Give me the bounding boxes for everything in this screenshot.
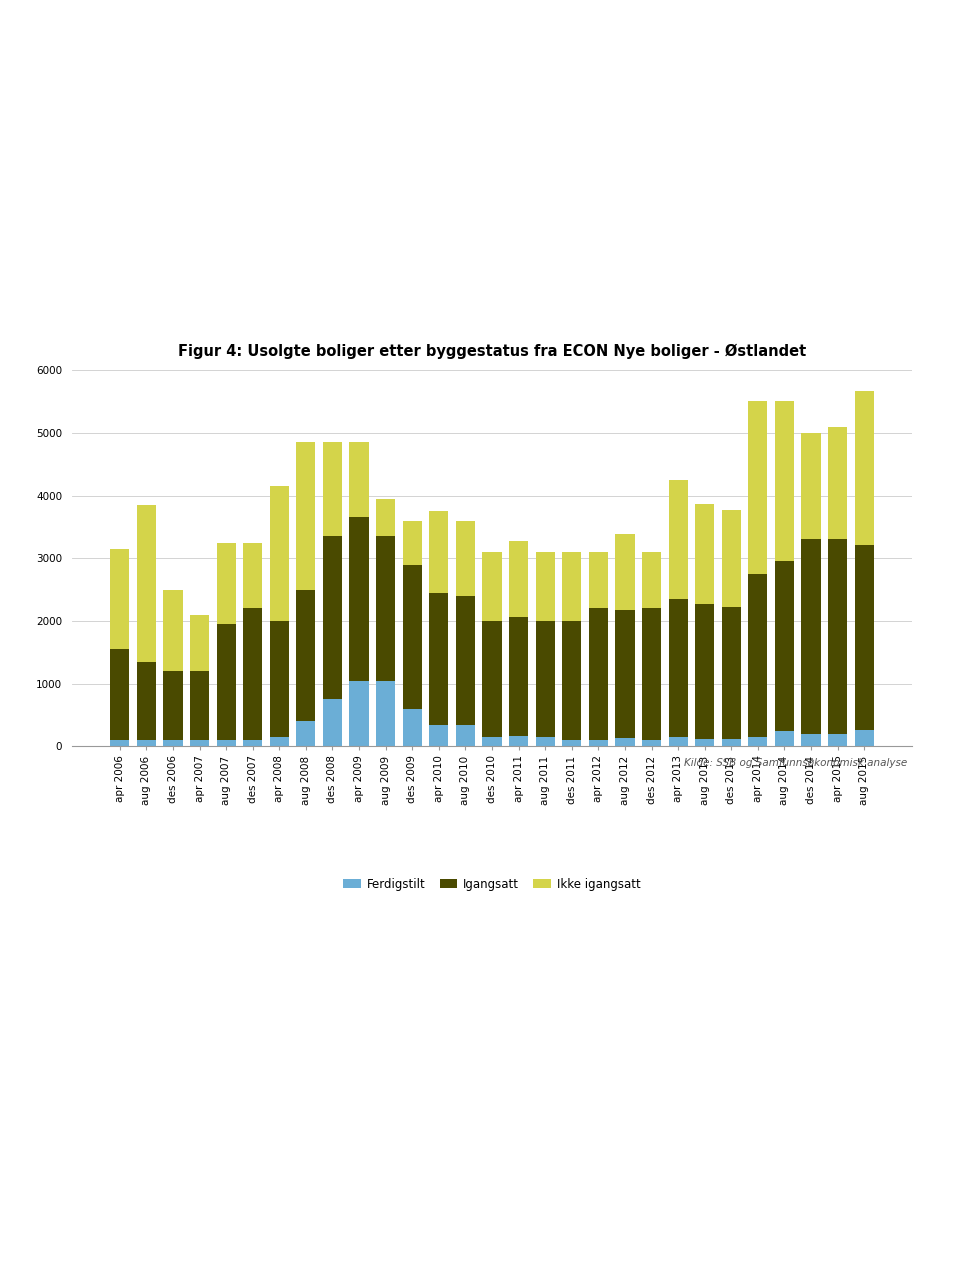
Bar [483, 553, 501, 621]
Text: Kilde: SSB og Samfunnsøkonomisk analyse: Kilde: SSB og Samfunnsøkonomisk analyse [684, 758, 907, 768]
Bar [376, 536, 396, 680]
Bar [110, 549, 130, 649]
Bar [802, 734, 821, 746]
Bar [456, 596, 475, 725]
Bar [270, 738, 289, 746]
Bar [536, 553, 555, 621]
Bar [642, 553, 661, 609]
Bar [748, 402, 767, 574]
Bar [136, 505, 156, 662]
Bar [456, 725, 475, 746]
Bar [376, 499, 396, 536]
Bar [509, 616, 528, 736]
Bar [802, 433, 821, 540]
Bar [190, 671, 209, 740]
Bar [429, 512, 448, 593]
Bar [748, 574, 767, 738]
Bar [563, 553, 582, 621]
Bar [695, 604, 714, 739]
Bar [642, 740, 661, 746]
Bar [297, 590, 316, 721]
Bar [588, 553, 608, 609]
Bar [563, 621, 582, 740]
Bar [323, 443, 342, 536]
Bar [668, 738, 687, 746]
Bar [722, 510, 741, 607]
Bar [243, 609, 262, 740]
Bar [536, 621, 555, 738]
Bar [668, 598, 687, 738]
Bar [402, 564, 421, 709]
Bar [854, 392, 874, 545]
Bar [695, 739, 714, 746]
Bar [270, 621, 289, 738]
Bar [429, 593, 448, 725]
Bar [588, 740, 608, 746]
Bar [243, 740, 262, 746]
Bar [828, 734, 848, 746]
Bar [642, 609, 661, 740]
Bar [509, 736, 528, 746]
Bar [402, 709, 421, 746]
Bar [775, 731, 794, 746]
Bar [483, 621, 501, 738]
Bar [722, 607, 741, 739]
Bar [349, 680, 369, 746]
Bar [615, 610, 635, 739]
Bar [110, 649, 130, 740]
Bar [615, 739, 635, 746]
Bar [402, 521, 421, 564]
Bar [483, 738, 501, 746]
Bar [163, 740, 182, 746]
Bar [456, 521, 475, 596]
Bar [217, 624, 236, 740]
Bar [429, 725, 448, 746]
Bar [775, 402, 794, 561]
Bar [775, 561, 794, 731]
Bar [270, 486, 289, 621]
Bar [509, 541, 528, 616]
Bar [668, 480, 687, 598]
Bar [376, 680, 396, 746]
Bar [297, 721, 316, 746]
Bar [695, 504, 714, 604]
Bar [243, 542, 262, 609]
Bar [802, 540, 821, 734]
Title: Figur 4: Usolgte boliger etter byggestatus fra ECON Nye boliger - Østlandet: Figur 4: Usolgte boliger etter byggestat… [178, 343, 806, 359]
Legend: Ferdigstilt, Igangsatt, Ikke igangsatt: Ferdigstilt, Igangsatt, Ikke igangsatt [339, 873, 645, 896]
Bar [136, 662, 156, 740]
Bar [110, 740, 130, 746]
Bar [136, 740, 156, 746]
Bar [563, 740, 582, 746]
Bar [828, 540, 848, 734]
Bar [323, 536, 342, 699]
Bar [163, 590, 182, 671]
Bar [190, 615, 209, 671]
Bar [163, 671, 182, 740]
Bar [323, 699, 342, 746]
Bar [217, 740, 236, 746]
Bar [854, 730, 874, 746]
Bar [349, 518, 369, 680]
Bar [722, 739, 741, 746]
Bar [615, 535, 635, 610]
Bar [588, 609, 608, 740]
Bar [536, 738, 555, 746]
Bar [190, 740, 209, 746]
Bar [297, 443, 316, 590]
Bar [854, 545, 874, 730]
Bar [217, 542, 236, 624]
Bar [748, 738, 767, 746]
Bar [349, 443, 369, 518]
Bar [828, 426, 848, 540]
